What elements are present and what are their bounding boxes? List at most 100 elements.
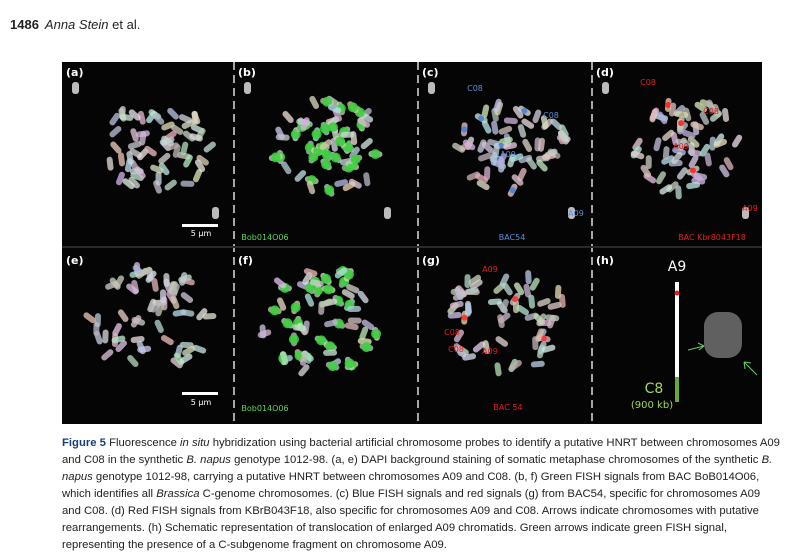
chromosome — [363, 172, 371, 187]
chromosome — [541, 152, 556, 161]
chromosome — [357, 117, 371, 128]
chromosome — [640, 164, 652, 178]
fish-signal — [320, 123, 331, 134]
chromosome — [662, 129, 675, 141]
chromosome — [160, 289, 167, 304]
chromosome — [653, 137, 662, 152]
chromosome — [94, 313, 101, 328]
panel-text: A09 — [568, 209, 584, 218]
fish-signal — [311, 129, 322, 140]
chromosome — [323, 349, 338, 356]
chromosome — [602, 82, 609, 94]
caption-text: genotype 1012-98, carrying a putative HN… — [62, 471, 760, 500]
fish-signal — [330, 152, 341, 163]
panel: (f) Bob014O06 — [238, 254, 382, 413]
chromosome — [282, 110, 294, 123]
chromosome — [674, 110, 689, 118]
chromosome — [535, 328, 544, 342]
panel-label: (d) — [596, 66, 614, 79]
panel-text: C08 — [543, 111, 559, 120]
panel-label: (c) — [422, 66, 439, 79]
chromosome — [202, 312, 217, 320]
chromosome — [476, 180, 490, 191]
chromosome — [498, 125, 513, 135]
chromosome — [500, 299, 509, 313]
chromosome — [360, 138, 373, 150]
chromosome — [495, 336, 509, 347]
chromosome — [130, 128, 139, 142]
chromosome — [110, 141, 122, 154]
chromosome — [130, 315, 142, 328]
chromosome — [127, 141, 142, 150]
chromosome — [517, 124, 527, 138]
chromosome — [155, 302, 165, 317]
chromosome — [136, 340, 146, 355]
chromosome — [630, 150, 645, 160]
chromosome — [533, 313, 546, 326]
chromosome — [347, 317, 362, 324]
chromosome — [503, 117, 518, 125]
panel: (b) Bob014O06 — [238, 66, 391, 242]
chromosome — [324, 319, 338, 328]
chromosome — [304, 293, 315, 307]
panel-text: A09 — [500, 150, 516, 159]
chromosome — [280, 351, 289, 366]
chromosome — [341, 289, 355, 300]
scale-bar — [182, 224, 218, 227]
chromosome — [342, 181, 356, 192]
panel-label: (e) — [66, 254, 84, 267]
panel-text: C08 — [444, 328, 460, 337]
chromosome — [180, 309, 195, 317]
panel-text: A09 — [742, 204, 758, 213]
fish-signal — [509, 187, 516, 194]
chromosome — [672, 147, 686, 156]
chromosome — [361, 319, 375, 331]
chromosome — [319, 298, 333, 308]
fish-signal — [323, 284, 334, 295]
panel: (a) 5 µm — [66, 66, 219, 238]
chromosome — [116, 171, 125, 186]
chromosome — [656, 111, 668, 125]
fish-signal — [288, 334, 299, 345]
fish-signal — [324, 185, 335, 196]
chromosome — [300, 117, 310, 131]
fish-signal — [282, 318, 293, 329]
fish-signal — [370, 149, 381, 160]
chromosome — [139, 266, 153, 277]
chromosome — [117, 152, 126, 167]
chromosome — [468, 274, 482, 286]
chromosome — [682, 129, 696, 139]
fish-signal — [689, 167, 696, 174]
panel-text: BAC54 — [499, 233, 526, 242]
chromosome — [449, 300, 464, 309]
chromosome — [526, 157, 537, 170]
panel: (h) A9 C8 (900 kb) — [596, 254, 758, 411]
caption-label: Figure 5 — [62, 437, 106, 449]
chromosome — [659, 184, 673, 195]
panel-label: (g) — [422, 254, 440, 267]
chromosome — [462, 139, 476, 151]
fish-signal — [361, 342, 372, 353]
chromosome — [150, 300, 162, 313]
chromosome — [509, 153, 524, 162]
chromosome — [137, 110, 146, 125]
chromosome — [154, 319, 164, 333]
chromosome — [464, 274, 471, 289]
caption-text: hybridization using bacterial artificial… — [62, 437, 780, 466]
panel-text: A9 — [668, 259, 686, 275]
panel-text: BAC Kbr8043F18 — [678, 233, 746, 242]
scheme-bar — [675, 282, 679, 377]
chromosome — [309, 95, 320, 109]
panel-text: C8 — [645, 381, 664, 397]
panel-text: Bob014O06 — [241, 233, 288, 242]
chromosome — [487, 298, 502, 306]
fish-signal — [327, 361, 338, 372]
chromosome — [170, 124, 184, 135]
chromosome — [497, 314, 505, 329]
chromosome — [512, 105, 524, 119]
chromosome — [192, 168, 203, 183]
chromosome — [503, 142, 518, 150]
panel-text: C08 — [448, 345, 464, 354]
chromosome — [164, 179, 177, 191]
chromosome — [180, 180, 195, 187]
